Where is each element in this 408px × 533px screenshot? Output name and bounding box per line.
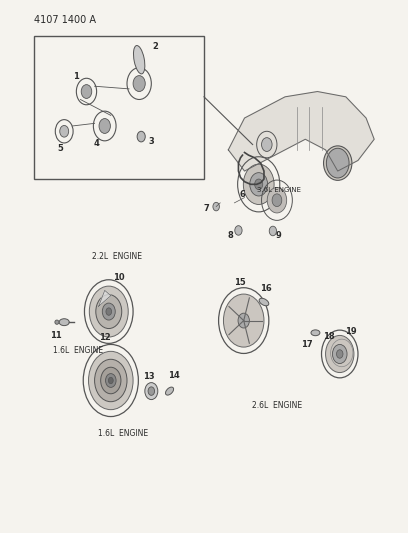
- Circle shape: [95, 359, 127, 402]
- Circle shape: [101, 367, 121, 394]
- Text: 9: 9: [276, 231, 282, 240]
- Text: 8: 8: [228, 231, 233, 240]
- Circle shape: [326, 335, 354, 373]
- Circle shape: [262, 138, 272, 151]
- Text: 16: 16: [260, 284, 272, 293]
- Text: 11: 11: [50, 331, 62, 340]
- Text: 3: 3: [149, 138, 154, 147]
- Circle shape: [99, 118, 111, 133]
- Circle shape: [106, 374, 116, 387]
- Circle shape: [106, 308, 112, 316]
- Text: 4: 4: [94, 139, 100, 148]
- Circle shape: [60, 125, 69, 137]
- Circle shape: [238, 313, 249, 328]
- Text: 19: 19: [345, 327, 357, 336]
- Text: 18: 18: [323, 332, 335, 341]
- Text: 2.6L  ENGINE: 2.6L ENGINE: [252, 401, 302, 410]
- Circle shape: [269, 226, 277, 236]
- Text: 1: 1: [73, 72, 79, 81]
- Circle shape: [213, 203, 220, 211]
- Circle shape: [89, 286, 128, 337]
- Ellipse shape: [259, 298, 269, 306]
- Text: 3.6L ENGINE: 3.6L ENGINE: [257, 187, 301, 192]
- Circle shape: [255, 179, 263, 190]
- Text: 7: 7: [203, 204, 209, 213]
- Text: 5: 5: [57, 144, 63, 153]
- Circle shape: [145, 383, 158, 400]
- Ellipse shape: [166, 387, 173, 395]
- Circle shape: [243, 164, 274, 205]
- Circle shape: [109, 377, 113, 384]
- Ellipse shape: [59, 319, 69, 326]
- Circle shape: [224, 294, 264, 347]
- Text: 10: 10: [113, 272, 125, 281]
- Circle shape: [102, 303, 115, 320]
- Circle shape: [337, 350, 343, 358]
- Text: 14: 14: [168, 370, 180, 379]
- Text: 6: 6: [239, 190, 246, 199]
- Ellipse shape: [133, 45, 145, 74]
- Bar: [34, 36, 204, 179]
- Circle shape: [89, 351, 133, 410]
- Ellipse shape: [324, 146, 352, 180]
- Polygon shape: [228, 92, 374, 171]
- Text: 1.6L  ENGINE: 1.6L ENGINE: [98, 429, 148, 438]
- Circle shape: [250, 173, 268, 196]
- Polygon shape: [99, 290, 111, 306]
- Circle shape: [267, 188, 287, 213]
- Text: 17: 17: [302, 340, 313, 349]
- Circle shape: [81, 85, 92, 99]
- Text: 2.2L  ENGINE: 2.2L ENGINE: [92, 253, 142, 262]
- Text: 2: 2: [153, 42, 158, 51]
- Circle shape: [326, 148, 349, 178]
- Text: 13: 13: [144, 372, 155, 381]
- Circle shape: [333, 344, 347, 364]
- Circle shape: [272, 194, 282, 207]
- Text: 12: 12: [99, 333, 111, 342]
- Circle shape: [96, 295, 122, 328]
- Circle shape: [133, 76, 145, 92]
- Ellipse shape: [311, 330, 320, 336]
- Circle shape: [235, 225, 242, 235]
- Text: 1.6L  ENGINE: 1.6L ENGINE: [53, 346, 104, 355]
- Text: 4107 1400 A: 4107 1400 A: [34, 15, 96, 25]
- Circle shape: [148, 387, 155, 395]
- Ellipse shape: [55, 320, 59, 324]
- Circle shape: [137, 131, 145, 142]
- Text: 15: 15: [234, 278, 246, 287]
